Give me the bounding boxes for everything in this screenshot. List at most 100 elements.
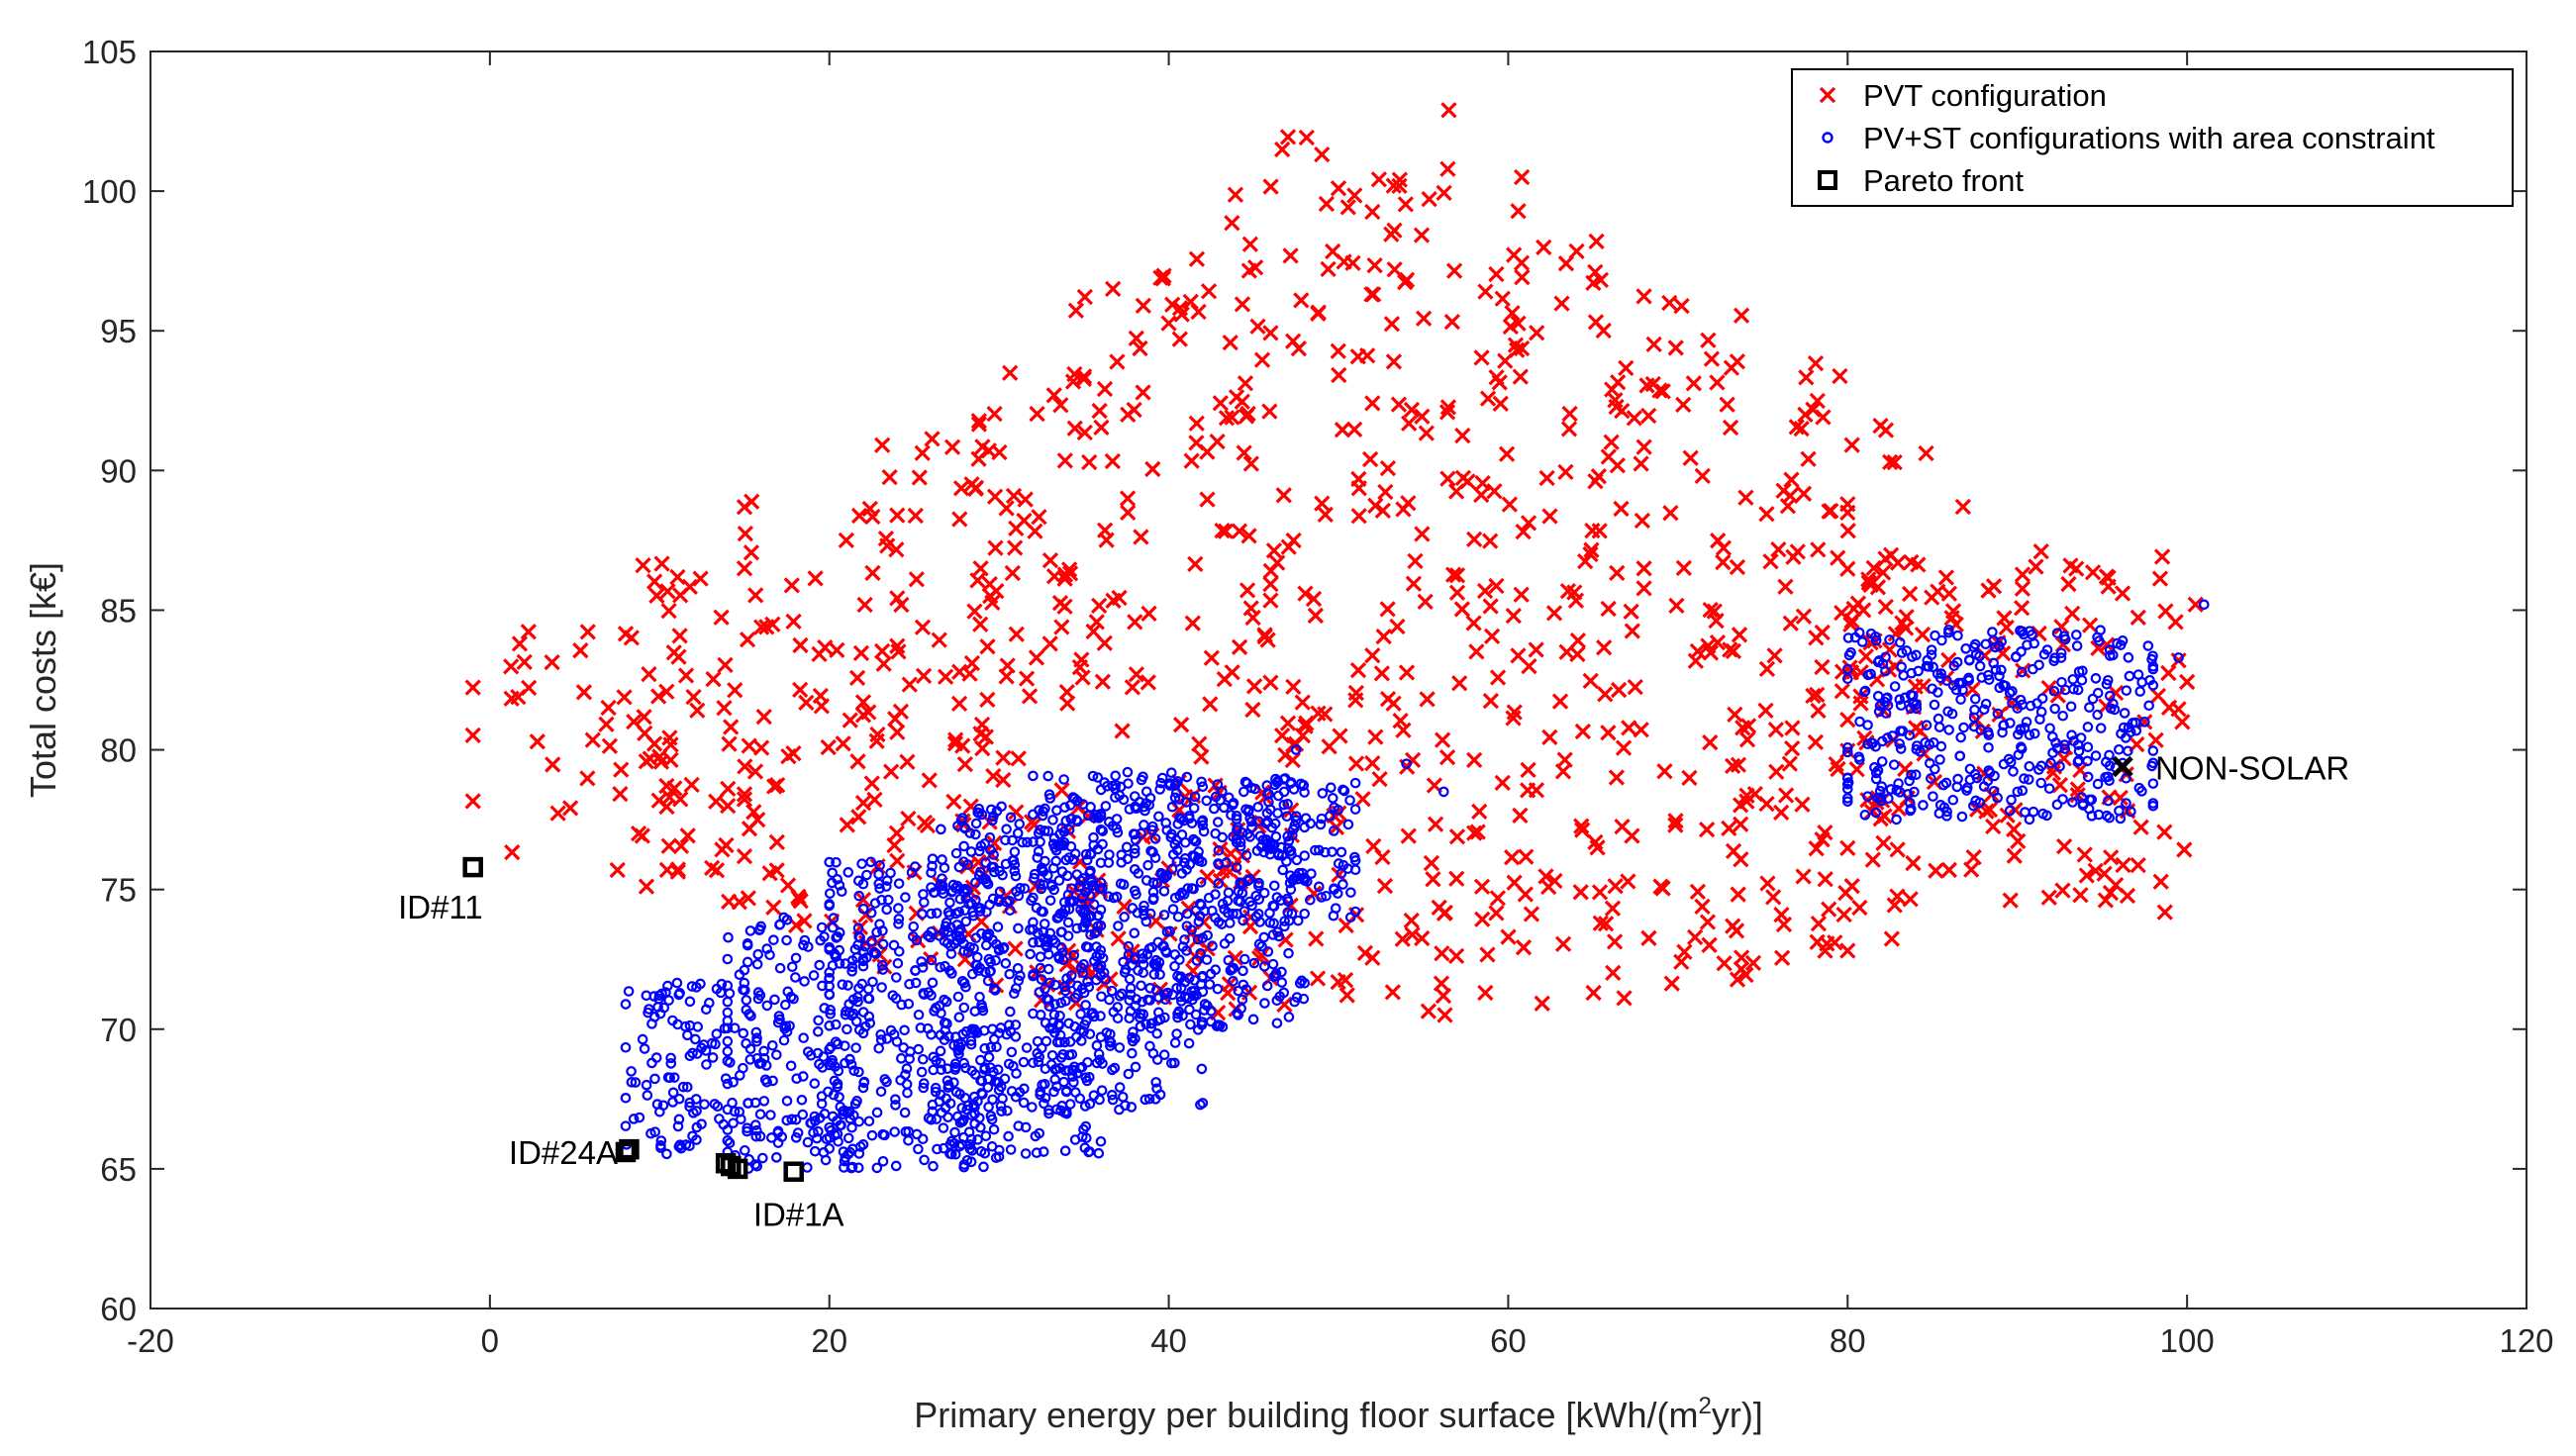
pvt-point	[1160, 315, 1177, 332]
pvt-point	[1249, 318, 1266, 335]
pvst-point	[844, 1053, 855, 1065]
pvt-point-stroke	[1805, 401, 1822, 418]
pvst-point	[1107, 1094, 1119, 1106]
pvst-point	[1028, 892, 1039, 904]
pvst-point	[930, 1086, 941, 1098]
pvt-point-stroke	[889, 852, 906, 869]
pvst-point	[824, 944, 836, 955]
pvt-point	[1597, 916, 1615, 932]
pvst-point	[725, 1057, 736, 1068]
pvt-point	[1314, 495, 1331, 512]
pvst-point	[868, 946, 880, 958]
pvt-point-stroke	[901, 676, 918, 693]
pvt-point	[1414, 526, 1431, 542]
pvt-point	[1794, 796, 1811, 813]
pvt-point-stroke	[1404, 926, 1421, 943]
pvt-point-stroke	[1228, 389, 1245, 406]
pvt-point	[1479, 946, 1496, 963]
pvst-point	[876, 894, 887, 906]
pvt-point-stroke	[1676, 943, 1693, 960]
pvt-point-stroke	[1045, 387, 1062, 404]
pvt-point-stroke	[1784, 720, 1801, 736]
pvst-point	[1158, 910, 1170, 921]
pvst-point	[1035, 836, 1045, 847]
pvst-point	[695, 978, 706, 990]
pvst-point	[742, 1122, 752, 1134]
pvt-point-stroke	[1199, 491, 1216, 508]
pvt-point-stroke	[2087, 862, 2104, 879]
pvt-point-stroke	[998, 500, 1015, 517]
pvst-point	[918, 889, 929, 900]
pvt-point-stroke	[1700, 637, 1717, 654]
pvt-point	[1765, 889, 1782, 906]
pvt-point	[1823, 503, 1839, 520]
pvt-point	[839, 817, 855, 833]
pvt-point	[2130, 856, 2146, 874]
pvt-point	[1716, 955, 1733, 972]
pvt-point	[1689, 883, 1707, 901]
pvt-point	[1066, 420, 1083, 437]
pvt-point-stroke	[931, 631, 947, 648]
pvt-point	[792, 636, 809, 654]
pvt-point-stroke	[747, 587, 764, 604]
pvst-point	[985, 844, 996, 855]
pvt-point-stroke	[966, 603, 983, 620]
pvt-point-stroke	[1332, 728, 1348, 744]
pvt-point-stroke	[1928, 862, 1944, 879]
pvt-point	[671, 628, 688, 644]
pvt-point-stroke	[1635, 580, 1652, 597]
pvt-point-stroke	[1364, 755, 1381, 772]
pvst-point	[1114, 1082, 1126, 1093]
pvt-point-stroke	[1427, 816, 1444, 832]
pvt-point-stroke	[1367, 728, 1384, 745]
pvst-point	[881, 1076, 892, 1088]
pvst-point	[866, 935, 877, 947]
pvst-point	[673, 1114, 685, 1125]
pvst-point	[765, 1110, 776, 1120]
pvt-point	[1675, 559, 1692, 577]
pvt-point-stroke	[1104, 452, 1121, 470]
pvt-point-stroke	[1135, 297, 1151, 314]
pvt-point	[1795, 868, 1812, 885]
pvt-point	[1088, 614, 1105, 631]
pvt-point-stroke	[1795, 608, 1813, 625]
pvt-point	[1815, 409, 1832, 426]
pvst-point	[672, 1019, 683, 1030]
pvt-point-stroke	[974, 740, 991, 757]
pvt-point-stroke	[1317, 506, 1334, 523]
pvt-point-stroke	[1501, 496, 1519, 513]
pvst-point	[1042, 870, 1053, 881]
pvst-point	[832, 874, 842, 885]
pvt-point-stroke	[1489, 669, 1507, 686]
pvst-point	[831, 1019, 842, 1030]
pvt-point-stroke	[2115, 856, 2131, 874]
pvt-point-stroke	[1506, 246, 1523, 263]
pvt-point-stroke	[1468, 643, 1485, 660]
pvst-point	[824, 1143, 836, 1154]
pvt-point-stroke	[1793, 420, 1810, 437]
pvt-point	[1418, 425, 1435, 441]
pvt-point	[1476, 582, 1494, 600]
pvst-point	[626, 1066, 637, 1077]
pvt-point	[2103, 849, 2120, 866]
pvt-point	[1608, 769, 1626, 786]
pvt-point	[1795, 485, 1813, 502]
pvst-point	[824, 888, 836, 899]
pvt-point-stroke	[1716, 955, 1733, 972]
pvst-point	[662, 980, 673, 992]
pvt-point-stroke	[642, 750, 658, 767]
pvt-point	[464, 679, 481, 696]
pvt-point	[1626, 410, 1642, 427]
pvt-point	[736, 560, 753, 577]
pvt-point-stroke	[864, 508, 881, 526]
pvt-point	[796, 913, 813, 929]
pvt-point-stroke	[1703, 350, 1721, 367]
pvt-point	[1188, 250, 1206, 267]
pvst-point	[993, 1151, 1005, 1162]
pvt-point-stroke	[1004, 564, 1021, 582]
pvt-point	[1889, 841, 1906, 858]
pvt-point	[1028, 649, 1045, 666]
pvt-point	[1347, 755, 1365, 772]
pvst-point	[1071, 795, 1083, 807]
